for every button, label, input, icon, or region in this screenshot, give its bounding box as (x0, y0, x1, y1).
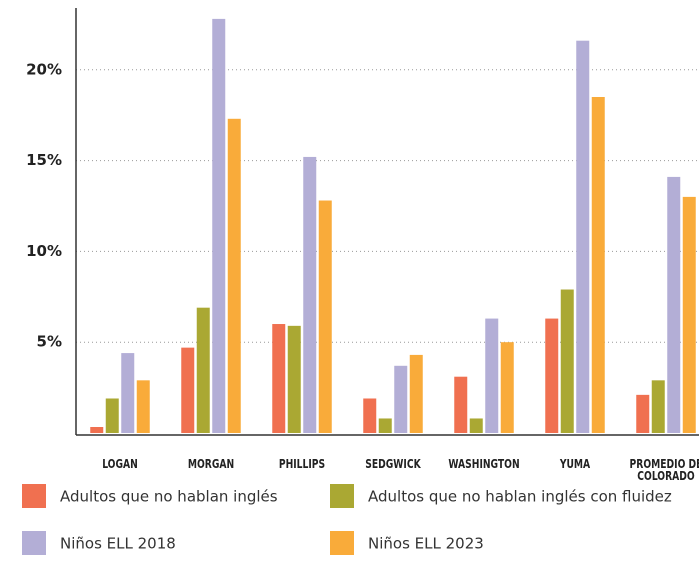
x-tick-label: PHILLIPS (278, 457, 326, 471)
x-tick-label: LOGAN (102, 457, 138, 471)
bar (105, 398, 119, 433)
bar (651, 380, 665, 433)
x-tick-label: YUMA (559, 457, 591, 471)
bar (196, 307, 210, 433)
y-tick-label: 10% (26, 242, 62, 260)
bar (227, 118, 241, 434)
legend-label: Niños ELL 2018 (60, 535, 176, 553)
legend-swatch (22, 484, 46, 508)
bar (469, 418, 483, 433)
bar (500, 342, 514, 433)
bar (287, 325, 301, 433)
bar (90, 427, 104, 433)
bar (409, 354, 423, 433)
x-tick-label: PROMEDIO DE COLORADO (629, 457, 699, 483)
bar (667, 176, 681, 433)
bar (560, 289, 574, 433)
bar (545, 318, 559, 433)
bar (378, 418, 392, 433)
x-tick-label: WASHINGTON (448, 457, 520, 471)
legend-label: Adultos que no hablan inglés (60, 488, 278, 506)
bar (576, 40, 590, 433)
bar (212, 18, 226, 434)
bar (682, 196, 696, 433)
y-tick-label: 15% (26, 151, 62, 169)
bar (318, 200, 332, 433)
legend-swatch (22, 531, 46, 555)
legend-swatch (330, 531, 354, 555)
y-tick-label: 5% (37, 333, 62, 351)
bar (136, 380, 150, 433)
bar (636, 394, 650, 433)
x-tick-label: SEDGWICK (365, 457, 421, 471)
legend-swatch (330, 484, 354, 508)
bar (303, 156, 317, 433)
bar (454, 376, 468, 433)
y-tick-label: 20% (26, 60, 62, 78)
bar (485, 318, 499, 433)
legend-label: Adultos que no hablan inglés con fluidez (368, 488, 672, 506)
legend-label: Niños ELL 2023 (368, 535, 484, 553)
bar (121, 353, 135, 433)
bar (181, 347, 195, 433)
bar (591, 96, 605, 433)
bar (272, 324, 286, 433)
bar (363, 398, 377, 433)
x-tick-label: MORGAN (187, 457, 235, 471)
bar (394, 365, 408, 433)
